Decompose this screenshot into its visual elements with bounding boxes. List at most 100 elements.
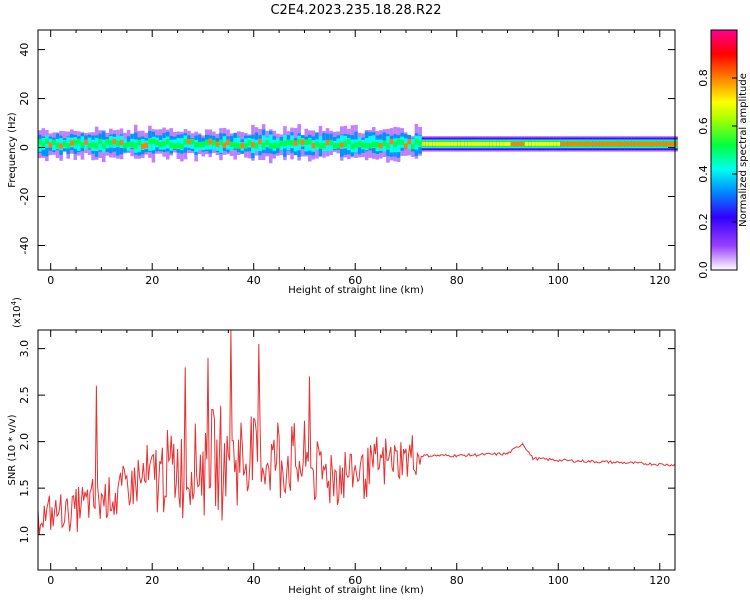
snr-y-multiplier: (x104) (10, 297, 23, 328)
snr-y-multiplier-exponent: 4 (10, 300, 18, 305)
spectrogram-cell (407, 138, 412, 145)
spectrogram-cell (222, 142, 227, 149)
spectrogram-cell (475, 141, 479, 146)
spectrogram-cell (350, 143, 355, 150)
spectrogram-y-axis-label: Frequency (Hz) (7, 112, 18, 188)
spectrogram-cell (258, 138, 263, 152)
spectrogram-cell (52, 139, 57, 146)
spectrogram-cell (627, 141, 632, 146)
spectrogram-cell (400, 139, 405, 146)
spectrogram-cell (59, 143, 64, 149)
y-tick-label: 1.5 (18, 479, 31, 497)
spectrogram-cell (133, 142, 138, 149)
y-tick-label: 20 (18, 92, 31, 106)
colorbar-tick-label: 0.4 (697, 165, 710, 183)
spectrogram-cell (315, 141, 319, 148)
colorbar-tick-label: 0.6 (697, 117, 710, 135)
spectrogram-cell (542, 141, 547, 146)
spectrogram-cell (276, 142, 280, 149)
spectrogram-cell (169, 142, 174, 148)
snr-y-multiplier-prefix: (x10 (12, 305, 23, 328)
spectrogram-cell (84, 139, 88, 145)
spectrogram-frame (37, 29, 676, 271)
spectrogram-cell (325, 139, 330, 146)
spectrogram-cell (563, 141, 568, 146)
spectrogram-cell (347, 138, 351, 145)
spectrogram-cell (517, 141, 522, 146)
spectrogram-y-ticks: -40 -20 0 20 40 (18, 43, 675, 254)
spectrogram-cell (197, 134, 202, 149)
spectrogram-cell (652, 141, 657, 146)
spectrogram-cell (279, 141, 284, 151)
spectrogram-cell (371, 135, 376, 148)
spectrogram-cell (144, 142, 149, 149)
spectrogram-cell (261, 135, 266, 150)
spectrogram-cell (389, 138, 394, 145)
spectrogram-cell (439, 141, 444, 146)
snr-series-line (38, 330, 675, 535)
spectrogram-cell (535, 141, 540, 146)
spectrogram-cell (592, 141, 597, 146)
spectrogram-cell (48, 142, 53, 148)
spectrogram-cell (204, 139, 209, 146)
spectrogram-cell (98, 138, 103, 145)
spectrogram-cell (265, 139, 270, 146)
spectrogram-cell (375, 142, 380, 148)
spectrogram-cell (428, 141, 433, 146)
colorbar: 0.0 0.2 0.4 0.6 0.8 Normalized spectral ampl… (697, 29, 749, 279)
spectrogram-cell (457, 141, 462, 146)
snr-frame (37, 329, 676, 571)
spectrogram-cell (531, 141, 536, 146)
spectrogram-cell (201, 141, 206, 148)
colorbar-ticks: 0.0 0.2 0.4 0.6 0.8 (697, 29, 738, 279)
spectrogram-cell (585, 141, 589, 146)
spectrogram-cell (290, 139, 295, 146)
spectrogram-cell (325, 140, 330, 152)
spectrogram-cell (453, 141, 458, 146)
spectrogram-cell (190, 138, 195, 145)
x-tick-label: 100 (548, 574, 569, 587)
spectrogram-cell (293, 140, 298, 146)
spectrogram-cell (45, 138, 49, 145)
spectrogram-cell (659, 141, 664, 146)
spectrogram-cell (62, 141, 67, 147)
spectrogram-cell (450, 141, 454, 146)
spectrogram-cell (581, 141, 586, 146)
spectrogram-cell (467, 141, 472, 146)
spectrogram-cell (595, 141, 600, 146)
spectrogram-cell (649, 141, 653, 146)
y-tick-label: 40 (18, 43, 31, 57)
spectrogram-cell (368, 143, 373, 149)
spectrogram-cell (80, 136, 85, 148)
spectrogram-cell (510, 141, 515, 146)
spectrogram-cell (137, 140, 142, 152)
spectrogram-cell (379, 143, 383, 149)
spectrogram-cell (66, 143, 71, 149)
x-tick-label: 100 (548, 274, 569, 287)
y-tick-label: 3.0 (18, 340, 31, 358)
colorbar-tick-label: 0.2 (697, 213, 710, 231)
spectrogram-cell (336, 138, 341, 148)
spectrogram-cell (624, 141, 629, 146)
spectrogram-cell (55, 142, 60, 148)
spectrogram-cell (645, 141, 650, 146)
spectrogram-cell (38, 140, 42, 152)
y-tick-label: 2.0 (18, 433, 31, 451)
spectrogram-cell (283, 141, 287, 147)
spectrogram-cell (670, 141, 675, 146)
spectrogram-cell (272, 142, 277, 149)
spectrogram-cell (158, 142, 163, 148)
spectrogram-cell (340, 135, 344, 149)
spectrogram-cell (673, 141, 678, 146)
spectrogram-cell (340, 142, 344, 148)
spectrogram-cell (212, 141, 216, 150)
spectrogram-cell (119, 139, 124, 146)
snr-x-ticks: 0 20 40 60 80 100 120 (47, 330, 670, 587)
x-tick-label: 80 (450, 274, 464, 287)
spectrogram-cell (236, 137, 241, 147)
spectrogram-cell (69, 140, 74, 146)
x-tick-label: 80 (450, 574, 464, 587)
spectrogram-cell (173, 143, 177, 149)
x-tick-label: 0 (47, 274, 54, 287)
spectrogram-cell (556, 141, 561, 146)
